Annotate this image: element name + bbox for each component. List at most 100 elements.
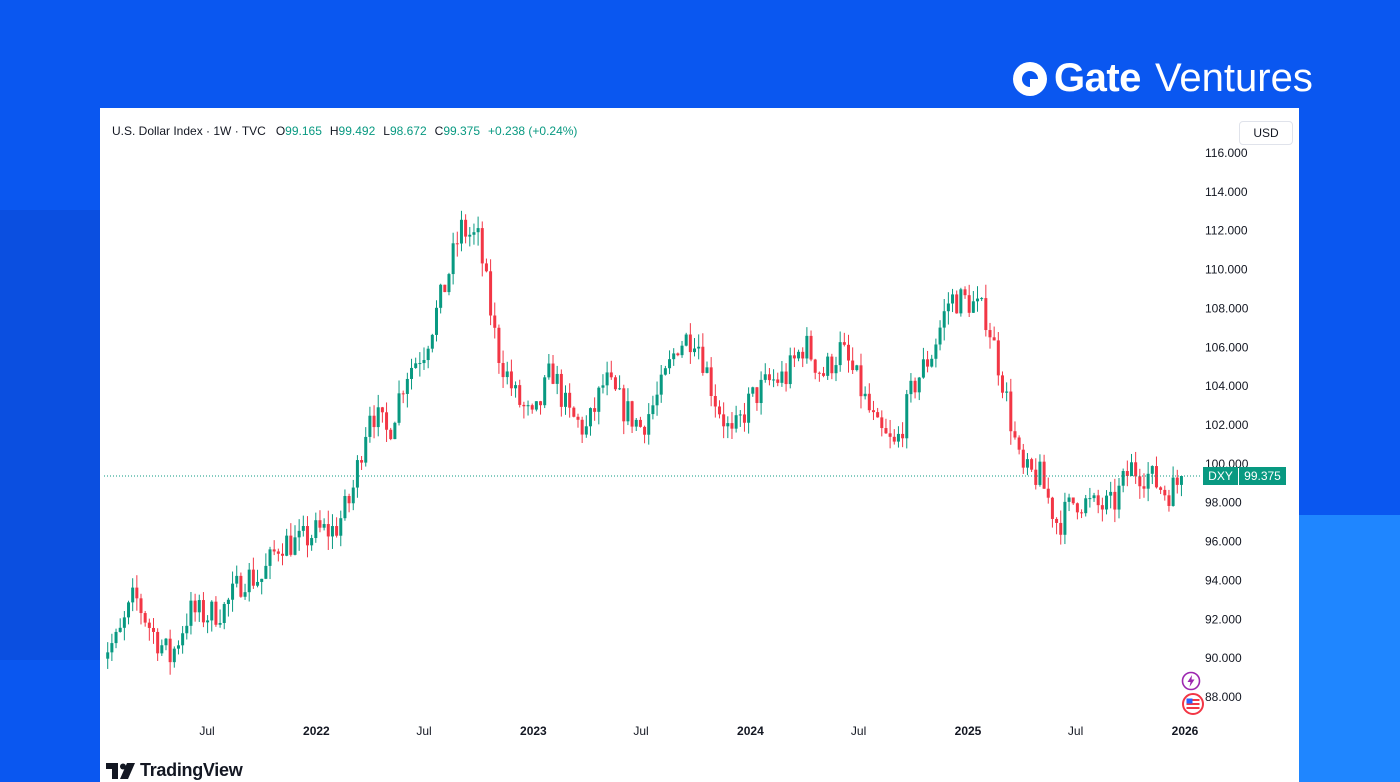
candle-body [1134, 462, 1138, 477]
tradingview-icon [106, 762, 135, 779]
candle-body [1109, 491, 1113, 496]
candle-body [197, 600, 201, 613]
candle-body [489, 271, 493, 316]
candle-body [256, 581, 260, 586]
candle-body [863, 393, 867, 397]
candle-body [293, 537, 297, 555]
candle-body [497, 327, 501, 363]
candle-body [1125, 471, 1129, 477]
last-price-symbol-badge [1203, 467, 1238, 485]
candle-body [759, 379, 763, 404]
candle-body [1013, 431, 1017, 438]
candle-body [738, 414, 742, 416]
lightning-icon[interactable] [1181, 671, 1201, 691]
candle-body [921, 359, 925, 378]
candle-body [131, 587, 135, 603]
candle-body [597, 387, 601, 412]
candle-body [842, 342, 846, 345]
candle-body [547, 363, 551, 378]
y-tick-label: 112.000 [1205, 224, 1248, 238]
candle-body [1059, 522, 1063, 535]
candle-body [451, 243, 455, 275]
y-tick-label: 88.000 [1205, 690, 1242, 704]
x-tick-label: 2026 [1172, 724, 1199, 738]
candle-body [976, 298, 980, 302]
candlestick-chart[interactable]: 116.000 114.000 112.000 110.000 108.000 106.0… [100, 108, 1299, 782]
candle-body [626, 401, 630, 422]
candle-body [543, 377, 547, 406]
candle-body [888, 433, 892, 437]
candle-body [1050, 497, 1054, 519]
candle-body [118, 627, 122, 632]
tradingview-logo[interactable]: TradingView [106, 760, 243, 781]
candle-body [160, 645, 164, 654]
candle-body [971, 301, 975, 313]
candle-body [622, 388, 626, 422]
legend-high-label: H [329, 124, 339, 138]
candle-body [368, 415, 372, 437]
candle-body [688, 334, 692, 353]
candle-body [630, 401, 634, 427]
candle-body [264, 565, 268, 579]
y-tick-label: 90.000 [1205, 651, 1242, 665]
candle-body [176, 645, 180, 649]
candle-body [1142, 486, 1146, 489]
candle-body [139, 598, 143, 614]
candle-body [185, 625, 189, 634]
candle-body [539, 401, 543, 406]
candle-body [397, 393, 401, 423]
candle-body [243, 592, 247, 597]
last-price-value: 99.375 [1244, 469, 1281, 483]
candle-body [389, 429, 393, 440]
candle-body [1075, 503, 1079, 513]
candle-body [222, 604, 226, 624]
candle-body [605, 372, 609, 386]
candle-body [1096, 495, 1100, 506]
candle-body [572, 407, 576, 417]
y-tick-label: 92.000 [1205, 612, 1242, 626]
candle-body [988, 330, 992, 338]
candle-body [1175, 477, 1179, 485]
candle-body [876, 412, 880, 418]
candle-body [722, 414, 726, 427]
candle-body [151, 627, 155, 632]
candle-body [834, 365, 838, 374]
currency-button[interactable]: USD [1239, 121, 1293, 145]
candle-body [568, 392, 572, 408]
candle-body [693, 348, 697, 353]
candle-body [1117, 485, 1121, 510]
candle-body [576, 416, 580, 420]
x-tick-label: 2025 [955, 724, 982, 738]
candle-body [780, 371, 784, 383]
candle-body [855, 365, 859, 371]
us-flag-event-icon[interactable] [1180, 693, 1206, 715]
candle-body [846, 344, 850, 361]
candle-body [934, 344, 938, 359]
candle-body [772, 379, 776, 381]
candle-body [430, 334, 434, 349]
candle-body [372, 415, 376, 428]
candle-body [647, 414, 651, 435]
brand-name: Gate [1054, 56, 1141, 100]
candle-body [1017, 437, 1021, 450]
candle-body [505, 371, 509, 378]
chart-legend: U.S. Dollar Index · 1W · TVC O 99.165 H 99… [112, 124, 577, 138]
candle-body [1113, 491, 1117, 510]
candle-body [226, 599, 230, 605]
candle-body [1154, 466, 1158, 488]
candle-body [251, 569, 255, 586]
chart-panel[interactable]: 116.000 114.000 112.000 110.000 108.000 106.0… [100, 108, 1299, 782]
candle-body [742, 414, 746, 423]
candle-body [318, 520, 322, 528]
candle-body [289, 535, 293, 555]
candle-body [909, 380, 913, 395]
candle-body [380, 407, 384, 413]
candle-body [434, 307, 438, 335]
candle-body [980, 298, 984, 300]
candle-body [426, 348, 430, 361]
candle-body [1163, 489, 1167, 496]
candle-body [559, 373, 563, 407]
candle-body [401, 393, 405, 395]
candle-body [946, 303, 950, 312]
candle-body [305, 526, 309, 546]
